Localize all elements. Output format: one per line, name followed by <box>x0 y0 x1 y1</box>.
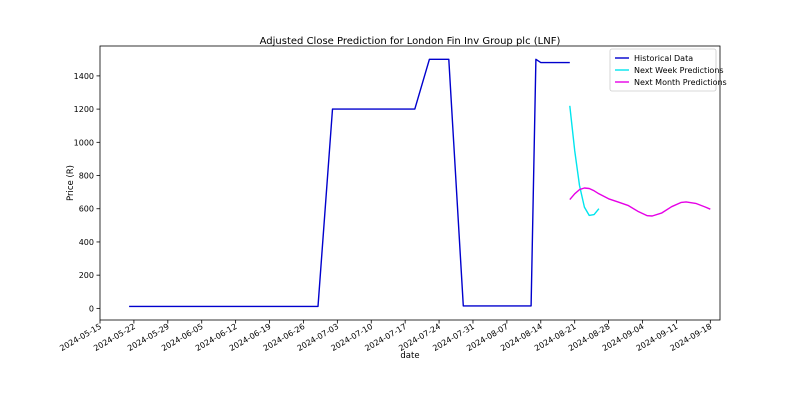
legend-box <box>609 48 717 92</box>
y-tick-label: 1200 <box>74 105 94 114</box>
y-tick-label: 0 <box>89 304 94 313</box>
chart-title: Adjusted Close Prediction for London Fin… <box>260 36 561 47</box>
series-line-1 <box>569 105 600 217</box>
y-tick-label: 800 <box>79 172 94 181</box>
x-axis-title: date <box>400 351 419 361</box>
legend-label-2: Next Month Predictions <box>634 78 727 87</box>
plot-frame <box>99 45 721 321</box>
y-tick-label: 600 <box>79 205 94 214</box>
y-tick-label: 200 <box>79 271 94 280</box>
plot-area <box>129 58 711 308</box>
x-axis: 2024-05-152024-05-222024-05-292024-06-05… <box>58 320 713 353</box>
legend-label-1: Next Week Predictions <box>634 66 724 75</box>
series-line-0 <box>129 58 570 308</box>
y-axis-title: Price (R) <box>66 165 76 201</box>
y-tick-label: 1000 <box>74 138 94 147</box>
series-line-2 <box>569 187 711 217</box>
legend: Historical Data Next Week Predictions Next… <box>609 48 727 92</box>
y-tick-label: 1400 <box>74 72 94 81</box>
y-tick-label: 400 <box>79 238 94 247</box>
legend-label-0: Historical Data <box>634 54 693 63</box>
y-axis: 0 200 400 600 800 1000 1200 1400 <box>74 72 100 313</box>
